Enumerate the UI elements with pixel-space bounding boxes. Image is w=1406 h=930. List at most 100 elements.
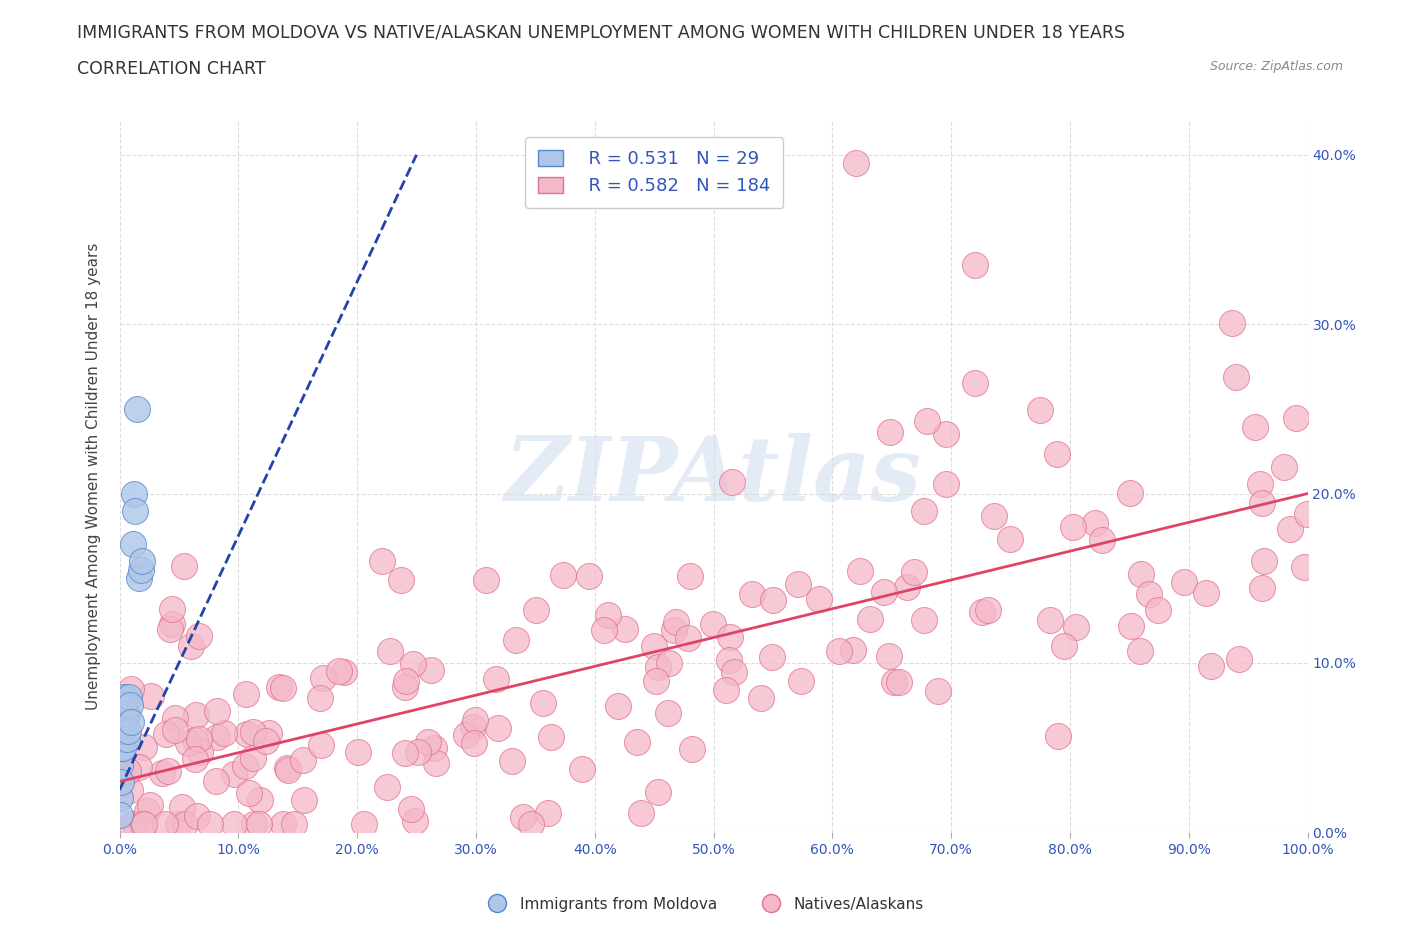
Point bbox=[139, 688, 162, 703]
Point bbox=[524, 603, 547, 618]
Point bbox=[134, 739, 156, 754]
Point bbox=[463, 736, 485, 751]
Point bbox=[155, 727, 177, 742]
Point bbox=[135, 804, 157, 818]
Point bbox=[112, 740, 135, 755]
Point bbox=[464, 712, 486, 727]
Point bbox=[378, 644, 401, 658]
Point bbox=[1199, 659, 1222, 674]
Point bbox=[1285, 411, 1308, 426]
Point bbox=[153, 817, 176, 831]
Point bbox=[718, 630, 741, 644]
Point bbox=[249, 792, 271, 807]
Point bbox=[741, 587, 763, 602]
Point bbox=[112, 689, 135, 704]
Point bbox=[328, 663, 350, 678]
Point bbox=[845, 156, 868, 171]
Point bbox=[111, 732, 134, 747]
Point bbox=[347, 745, 370, 760]
Point bbox=[271, 681, 294, 696]
Point bbox=[121, 537, 143, 551]
Point bbox=[475, 573, 498, 588]
Point bbox=[394, 679, 416, 694]
Point bbox=[120, 681, 142, 696]
Point bbox=[375, 779, 398, 794]
Point bbox=[291, 752, 314, 767]
Point bbox=[1173, 575, 1195, 590]
Point bbox=[963, 258, 986, 272]
Point bbox=[114, 715, 136, 730]
Text: ZIPAtlas: ZIPAtlas bbox=[505, 433, 922, 520]
Point bbox=[205, 729, 228, 744]
Point bbox=[122, 486, 145, 501]
Point bbox=[912, 504, 935, 519]
Point bbox=[676, 631, 699, 645]
Point bbox=[512, 810, 534, 825]
Point bbox=[186, 809, 208, 824]
Point bbox=[1091, 533, 1114, 548]
Point bbox=[1129, 644, 1152, 658]
Point bbox=[1195, 585, 1218, 600]
Point bbox=[630, 806, 652, 821]
Point bbox=[1222, 316, 1244, 331]
Point bbox=[972, 604, 994, 619]
Point bbox=[879, 425, 901, 440]
Point bbox=[531, 696, 554, 711]
Point bbox=[849, 564, 872, 578]
Point bbox=[976, 603, 998, 618]
Point bbox=[277, 763, 299, 777]
Point bbox=[180, 638, 202, 653]
Point bbox=[402, 657, 425, 671]
Point bbox=[540, 729, 562, 744]
Point bbox=[187, 629, 209, 644]
Point bbox=[1119, 618, 1142, 633]
Point bbox=[828, 644, 851, 658]
Point bbox=[915, 413, 938, 428]
Point bbox=[1084, 515, 1107, 530]
Point bbox=[205, 773, 228, 788]
Point bbox=[131, 817, 153, 831]
Point bbox=[935, 477, 957, 492]
Point bbox=[645, 673, 668, 688]
Point bbox=[998, 532, 1021, 547]
Point bbox=[308, 691, 330, 706]
Point bbox=[162, 617, 184, 631]
Point bbox=[243, 817, 266, 831]
Point bbox=[120, 698, 142, 712]
Legend: Immigrants from Moldova, Natives/Alaskans: Immigrants from Moldova, Natives/Alaskan… bbox=[475, 891, 931, 918]
Point bbox=[238, 786, 260, 801]
Point bbox=[186, 708, 208, 723]
Point bbox=[112, 724, 135, 738]
Point bbox=[224, 817, 246, 831]
Point bbox=[807, 591, 830, 606]
Point bbox=[935, 426, 957, 441]
Point bbox=[842, 643, 865, 658]
Y-axis label: Unemployment Among Women with Children Under 18 years: Unemployment Among Women with Children U… bbox=[86, 243, 101, 711]
Point bbox=[271, 817, 294, 831]
Point bbox=[129, 563, 152, 578]
Point bbox=[233, 759, 256, 774]
Point bbox=[1250, 477, 1272, 492]
Point bbox=[163, 723, 186, 737]
Point bbox=[115, 710, 138, 724]
Point bbox=[505, 632, 527, 647]
Point bbox=[1294, 560, 1316, 575]
Point bbox=[658, 655, 681, 670]
Point bbox=[184, 733, 207, 748]
Point bbox=[173, 559, 195, 574]
Point bbox=[486, 721, 509, 736]
Point bbox=[187, 732, 209, 747]
Point bbox=[1251, 496, 1274, 511]
Point bbox=[461, 720, 484, 735]
Point bbox=[613, 622, 636, 637]
Point bbox=[353, 817, 375, 831]
Point bbox=[1053, 639, 1076, 654]
Point bbox=[120, 817, 142, 831]
Point bbox=[114, 698, 136, 712]
Point bbox=[607, 698, 630, 713]
Point bbox=[394, 746, 416, 761]
Point bbox=[184, 751, 207, 766]
Point bbox=[1119, 485, 1142, 500]
Point bbox=[679, 569, 702, 584]
Point bbox=[873, 585, 896, 600]
